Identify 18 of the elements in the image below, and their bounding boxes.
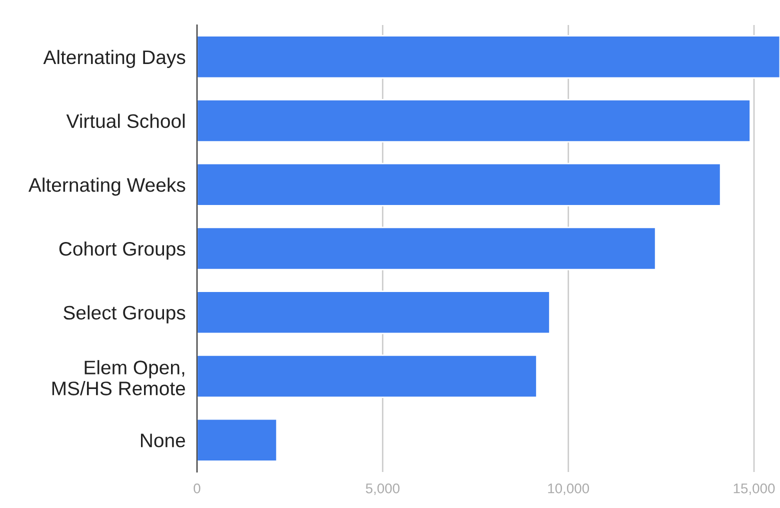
y-tick-label: Select Groups <box>64 305 186 324</box>
x-tick-label: 0 <box>194 483 200 494</box>
bar <box>197 162 722 206</box>
x-tick-label: 5,000 <box>366 483 400 495</box>
x-tick-label: 15,000 <box>734 483 775 495</box>
x-tick-label: 10,000 <box>548 483 590 495</box>
bar <box>197 290 550 334</box>
bar <box>197 418 278 462</box>
y-tick-label: Cohort Groups <box>59 241 186 260</box>
bar <box>197 35 780 79</box>
y-tick-label: Alternating Weeks <box>28 178 186 196</box>
bar <box>197 99 751 143</box>
bar <box>197 226 656 270</box>
y-tick-label: None <box>141 434 186 448</box>
bar <box>197 354 538 398</box>
y-tick-label: Virtual School <box>66 114 185 128</box>
y-tick-label: Alternating Days <box>43 50 186 68</box>
y-tick-label: Elem Open, MS/HS Remote <box>52 360 186 396</box>
